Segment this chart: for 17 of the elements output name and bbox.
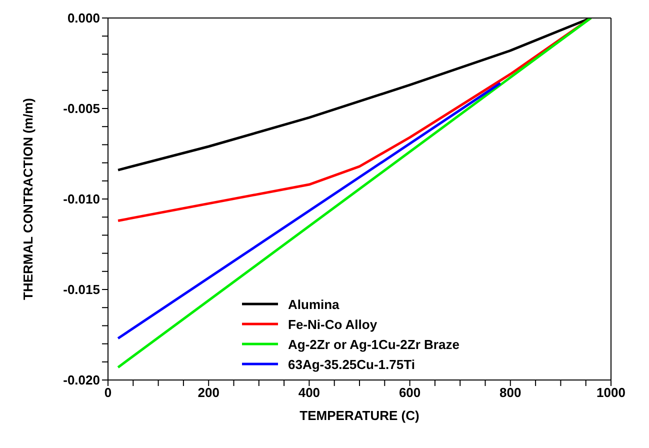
y-tick-label: -0.010: [63, 192, 100, 207]
y-tick-label: -0.005: [63, 101, 100, 116]
x-tick-label: 600: [398, 385, 421, 400]
x-tick-label: 200: [198, 385, 220, 400]
legend-label: 63Ag-35.25Cu-1.75Ti: [288, 356, 415, 372]
x-tick-label: 800: [500, 385, 522, 400]
legend-label: Fe-Ni-Co Alloy: [288, 316, 378, 332]
x-tick-label: 400: [298, 385, 320, 400]
x-axis-title: TEMPERATURE (C): [300, 408, 420, 423]
y-tick-label: -0.015: [63, 282, 100, 298]
legend-label: Ag-2Zr or Ag-1Cu-2Zr Braze: [288, 336, 460, 352]
y-tick-label: -0.020: [63, 372, 100, 388]
legend-label: Alumina: [288, 296, 340, 312]
x-tick-label: 1000: [596, 385, 626, 400]
y-axis-title: THERMAL CONTRACTION (m/m): [20, 98, 36, 300]
x-tick-label: 0: [104, 385, 112, 400]
y-tick-label: 0.000: [67, 10, 100, 26]
